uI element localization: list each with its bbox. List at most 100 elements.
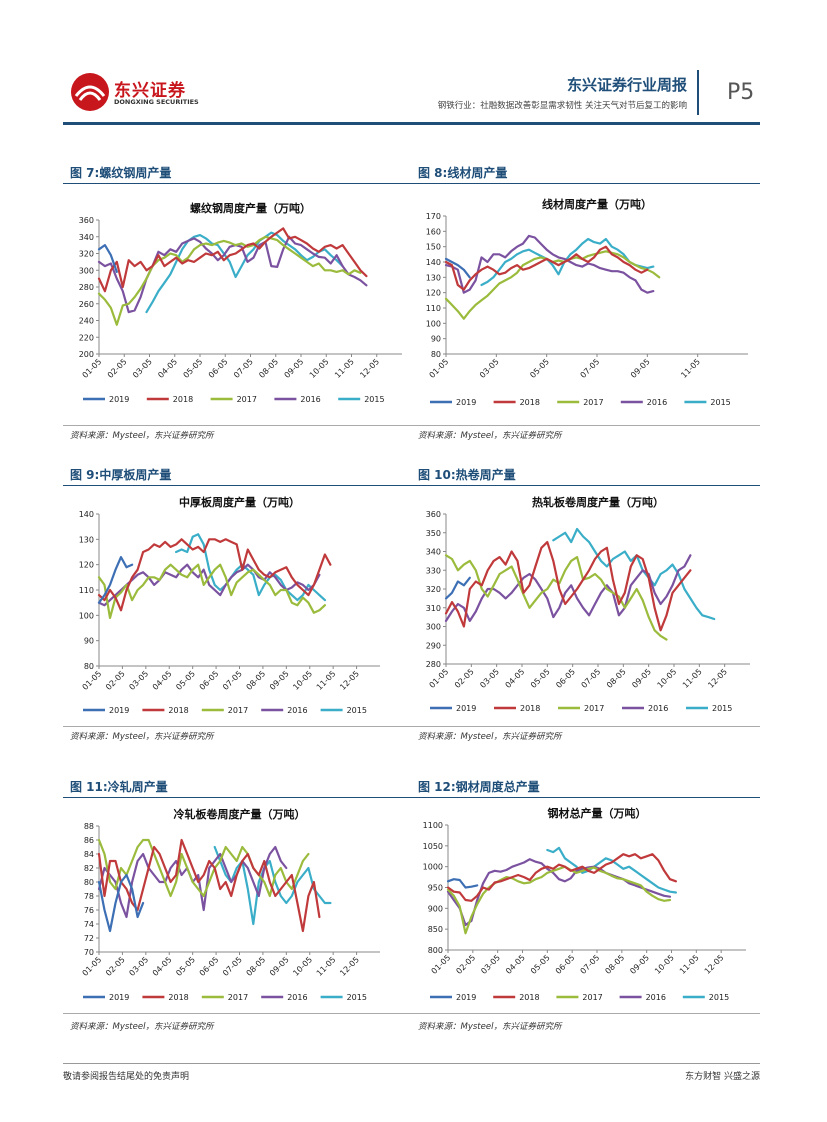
legend-label-2017: 2017: [583, 398, 603, 407]
y-tick-label: 280: [79, 283, 94, 292]
y-tick-label: 300: [426, 623, 441, 632]
series-line-2017: [444, 554, 668, 641]
x-tick-label: 08-05: [603, 953, 626, 976]
legend-label-2016: 2016: [647, 398, 667, 407]
series-line-2016: [444, 554, 692, 622]
x-tick-label: 10-05: [291, 669, 314, 692]
y-tick-label: 280: [426, 660, 441, 669]
figure-11-source: 资料来源：Mysteel，东兴证券研究所: [70, 1022, 214, 1032]
figure-7-source-rule: [63, 425, 410, 426]
figure-9-title: 图 9:中厚板周产量: [70, 468, 172, 482]
y-tick-label: 220: [79, 333, 94, 342]
figure-11-source-rule: [63, 1013, 410, 1014]
x-tick-label: 10-05: [653, 953, 676, 976]
x-tick-label: 11-05: [678, 953, 701, 976]
y-tick-label: 1050: [423, 842, 443, 851]
figure-7-rule: [63, 183, 410, 184]
x-tick-label: 08-05: [245, 669, 268, 692]
x-tick-label: 09-05: [283, 357, 306, 380]
y-tick-label: 88: [84, 822, 94, 831]
chart-title: 热轧板卷周度产量（万吨）: [532, 495, 664, 509]
x-tick-label: 04-05: [151, 955, 174, 978]
y-tick-label: 1000: [423, 863, 443, 872]
x-tick-label: 06-05: [554, 667, 577, 690]
x-tick-label: 11-05: [679, 357, 702, 380]
series-line-2017: [97, 838, 310, 898]
y-tick-label: 90: [431, 335, 441, 344]
x-tick-label: 09-05: [630, 667, 653, 690]
x-tick-label: 12-05: [358, 357, 381, 380]
y-tick-label: 110: [79, 586, 94, 595]
x-tick-label: 05-05: [182, 357, 205, 380]
legend-label-2018: 2018: [520, 704, 540, 713]
y-tick-label: 160: [426, 227, 441, 236]
x-tick-label: 04-05: [156, 357, 179, 380]
y-tick-label: 950: [428, 884, 443, 893]
legend-label-2016: 2016: [287, 706, 307, 715]
y-tick-label: 78: [84, 892, 94, 901]
legend-label-2016: 2016: [287, 993, 307, 1002]
x-tick-label: 11-05: [333, 357, 356, 380]
series-line-2019: [444, 257, 471, 279]
series-line-2015: [552, 527, 716, 621]
x-tick-label: 06-05: [198, 955, 221, 978]
x-tick-label: 02-05: [106, 357, 129, 380]
x-tick-label: 12-05: [703, 953, 726, 976]
x-tick-label: 08-05: [257, 357, 280, 380]
x-tick-label: 07-05: [579, 953, 602, 976]
series-line-2015: [145, 231, 344, 314]
figure-9-chart: 中厚板周度产量（万吨） 80 90 100 110 120 130 140 01-05 02-05…: [79, 495, 380, 715]
logo-english-name: DONGXING SECURITIES: [114, 98, 199, 106]
series-line-2015: [213, 845, 332, 926]
series-line-2018: [444, 540, 692, 632]
x-tick-label: 09-05: [628, 953, 651, 976]
legend-label-2018: 2018: [520, 398, 540, 407]
legend-label-2019: 2019: [456, 398, 476, 407]
x-tick-label: 03-05: [127, 955, 150, 978]
series-line-2018: [446, 853, 677, 902]
legend-label-2019: 2019: [109, 706, 129, 715]
legend-label-2017: 2017: [228, 993, 248, 1002]
header-rule: [63, 122, 760, 125]
x-tick-label: 03-05: [479, 953, 502, 976]
y-tick-label: 140: [426, 258, 441, 267]
series-line-2016: [97, 563, 321, 607]
figure-8-source-rule: [410, 425, 760, 426]
figure-12-source-rule: [410, 1013, 760, 1014]
y-tick-label: 82: [84, 864, 94, 873]
x-tick-label: 02-05: [104, 955, 127, 978]
series-line-2018: [444, 245, 649, 291]
x-tick-label: 03-05: [131, 357, 154, 380]
y-tick-label: 100: [79, 611, 94, 620]
x-tick-label: 10-05: [308, 357, 331, 380]
y-tick-label: 330: [426, 566, 441, 575]
series-line-2018: [97, 538, 332, 612]
x-tick-label: 07-05: [232, 357, 255, 380]
x-tick-label: 04-05: [151, 669, 174, 692]
legend-label-2016: 2016: [646, 993, 666, 1002]
x-tick-label: 06-05: [207, 357, 230, 380]
y-tick-label: 70: [84, 948, 94, 957]
legend-label-2017: 2017: [584, 704, 604, 713]
figure-8-title: 图 8:线材周产量: [418, 166, 508, 180]
x-tick-label: 09-05: [268, 955, 291, 978]
chart-title: 冷轧板卷周度产量（万吨）: [174, 807, 306, 821]
chart-title: 螺纹钢周度产量（万吨）: [190, 201, 311, 215]
y-tick-label: 120: [426, 289, 441, 298]
series-line-2016: [97, 235, 368, 314]
figure-9-source-rule: [63, 726, 410, 727]
report-subtitle: 钢铁行业：社融数据改善彰显需求韧性 关注天气对节后复工的影响: [437, 101, 687, 111]
legend-label-2016: 2016: [300, 395, 320, 404]
y-tick-label: 120: [79, 561, 94, 570]
x-tick-label: 07-05: [221, 955, 244, 978]
x-tick-label: 11-05: [681, 667, 704, 690]
figure-10-rule: [410, 485, 760, 486]
legend-label-2018: 2018: [168, 993, 188, 1002]
legend-label-2018: 2018: [519, 993, 539, 1002]
series-line-2015: [480, 237, 655, 287]
legend-label-2017: 2017: [582, 993, 602, 1002]
x-tick-label: 01-05: [81, 669, 104, 692]
footer-disclaimer: 敬请参阅报告结尾处的免责声明: [63, 1072, 190, 1082]
x-tick-label: 05-05: [528, 357, 551, 380]
y-tick-label: 290: [426, 641, 441, 650]
